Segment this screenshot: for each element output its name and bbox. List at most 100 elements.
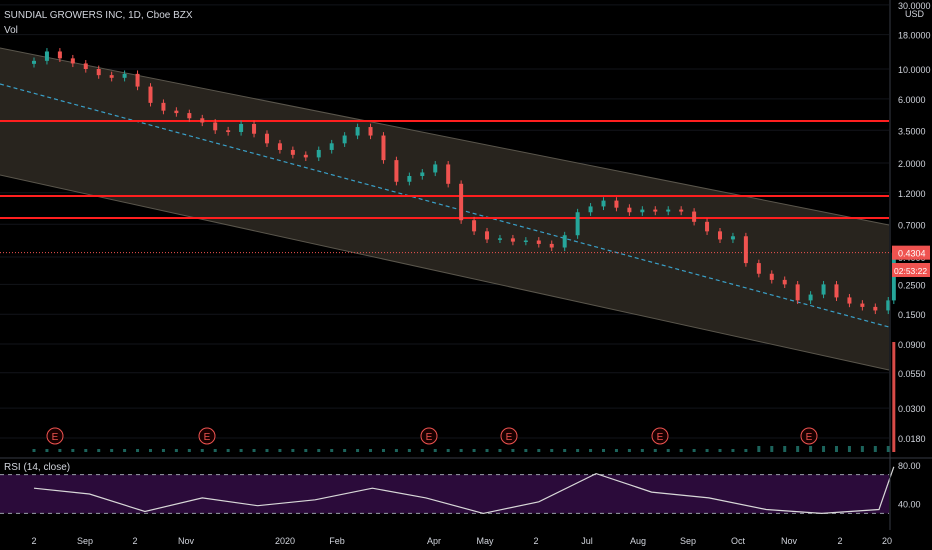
- candle-body: [730, 236, 735, 240]
- volume-bar: [278, 449, 282, 452]
- candle-body: [782, 279, 787, 285]
- candle-body: [536, 240, 541, 244]
- candle-body: [562, 235, 567, 248]
- volume-bar: [563, 449, 567, 452]
- last-price-box: [892, 245, 930, 260]
- volume-bar: [265, 449, 269, 452]
- candle-body: [44, 51, 49, 61]
- price-tick-label: 0.0900: [898, 340, 926, 350]
- price-tick-label: 2.0000: [898, 159, 926, 169]
- time-tick-label: 2: [31, 536, 36, 546]
- last-price-text: 0.4304: [898, 249, 926, 259]
- volume-bar: [770, 446, 774, 452]
- volume-bar: [45, 449, 49, 452]
- time-tick-label: 2: [533, 536, 538, 546]
- candle-body: [252, 123, 257, 134]
- candle-body: [32, 60, 36, 64]
- countdown-text: 02:53:22: [894, 266, 927, 276]
- candle-body: [355, 127, 360, 136]
- volume-bar: [834, 446, 838, 452]
- time-tick-label: May: [476, 536, 494, 546]
- rsi-band: [0, 474, 889, 514]
- earnings-marker: [420, 427, 438, 445]
- candle-body: [70, 58, 75, 64]
- volume-bar: [291, 449, 295, 452]
- candle-body: [342, 135, 347, 144]
- price-tick-label: 0.7000: [898, 220, 926, 230]
- volume-bar: [847, 446, 851, 452]
- volume-bar: [705, 449, 709, 452]
- time-tick-label: 2: [837, 536, 842, 546]
- price-tick-label: 3.5000: [898, 126, 926, 136]
- candle-body: [614, 200, 619, 208]
- candle-body: [148, 86, 153, 103]
- candle-body: [510, 238, 515, 242]
- volume-bar: [123, 449, 127, 452]
- candle-body: [329, 143, 334, 150]
- rsi-line: [33, 466, 895, 515]
- volume-bar: [718, 449, 722, 452]
- candle-body: [200, 118, 205, 123]
- volume-bar: [809, 446, 813, 452]
- candle-body: [187, 113, 192, 119]
- volume-bar: [744, 449, 748, 452]
- earnings-marker: [800, 427, 818, 445]
- candle-body: [653, 209, 658, 212]
- volume-bar: [356, 449, 360, 452]
- volume-bar: [731, 449, 735, 452]
- candle-body: [705, 221, 710, 232]
- candle-body: [459, 183, 464, 221]
- candle-body: [873, 306, 878, 311]
- candle-body: [769, 273, 774, 280]
- rsi-axis[interactable]: 80.00 40.00: [898, 461, 921, 510]
- rsi-tick-label: 80.00: [898, 461, 921, 471]
- price-axis[interactable]: 30.0000 18.0000 10.0000 6.0000 3.5000 2.0000 1…: [898, 1, 931, 444]
- volume-bar: [317, 449, 321, 452]
- candle-body: [57, 51, 62, 59]
- volume-bar: [136, 449, 140, 452]
- volume-bar: [692, 449, 696, 452]
- time-tick-label: Nov: [178, 536, 195, 546]
- volume-bar: [511, 449, 515, 452]
- price-tick-label: 0.0300: [898, 404, 926, 414]
- candle-body: [692, 211, 697, 222]
- earnings-marker: [651, 427, 669, 445]
- time-tick-label: 20: [882, 536, 892, 546]
- volume-bar: [886, 446, 890, 452]
- earnings-marker: [46, 427, 64, 445]
- volume-bar: [381, 449, 385, 452]
- candle-body: [743, 236, 748, 264]
- candle-body: [640, 209, 645, 213]
- time-axis[interactable]: 2 Sep 2 Nov 2020 Feb Apr May 2 Jul Aug Sep Oct Nov 2 20: [31, 536, 892, 546]
- candle-body: [679, 209, 684, 212]
- candle-body: [316, 149, 321, 158]
- earnings-marker-label: E: [426, 432, 433, 443]
- countdown-box: [892, 263, 930, 277]
- volume-bar: [537, 449, 541, 452]
- time-tick-label: Feb: [329, 536, 345, 546]
- volume-bar: [252, 449, 256, 452]
- channel-lower: [0, 174, 890, 371]
- candle-body: [718, 231, 722, 240]
- earnings-marker-label: E: [806, 432, 813, 443]
- volume-bar: [459, 449, 463, 452]
- candle-body: [433, 164, 438, 173]
- volume-bar: [653, 449, 657, 452]
- candle-body: [886, 300, 891, 311]
- candle-body: [135, 73, 140, 87]
- rsi-tick-label: 40.00: [898, 500, 921, 510]
- candle-body: [83, 63, 88, 69]
- volume-bar: [614, 449, 618, 452]
- price-tick-label: 0.1500: [898, 310, 926, 320]
- volume-bar: [472, 449, 476, 452]
- earnings-marker-label: E: [506, 432, 513, 443]
- price-tick-label: 6.0000: [898, 95, 926, 105]
- price-tick-label: 0.0180: [898, 434, 926, 444]
- candle-body: [601, 200, 606, 207]
- volume-bar: [892, 342, 896, 452]
- volume-bar: [213, 449, 217, 452]
- candle-body: [420, 172, 425, 176]
- candle-body: [847, 297, 852, 304]
